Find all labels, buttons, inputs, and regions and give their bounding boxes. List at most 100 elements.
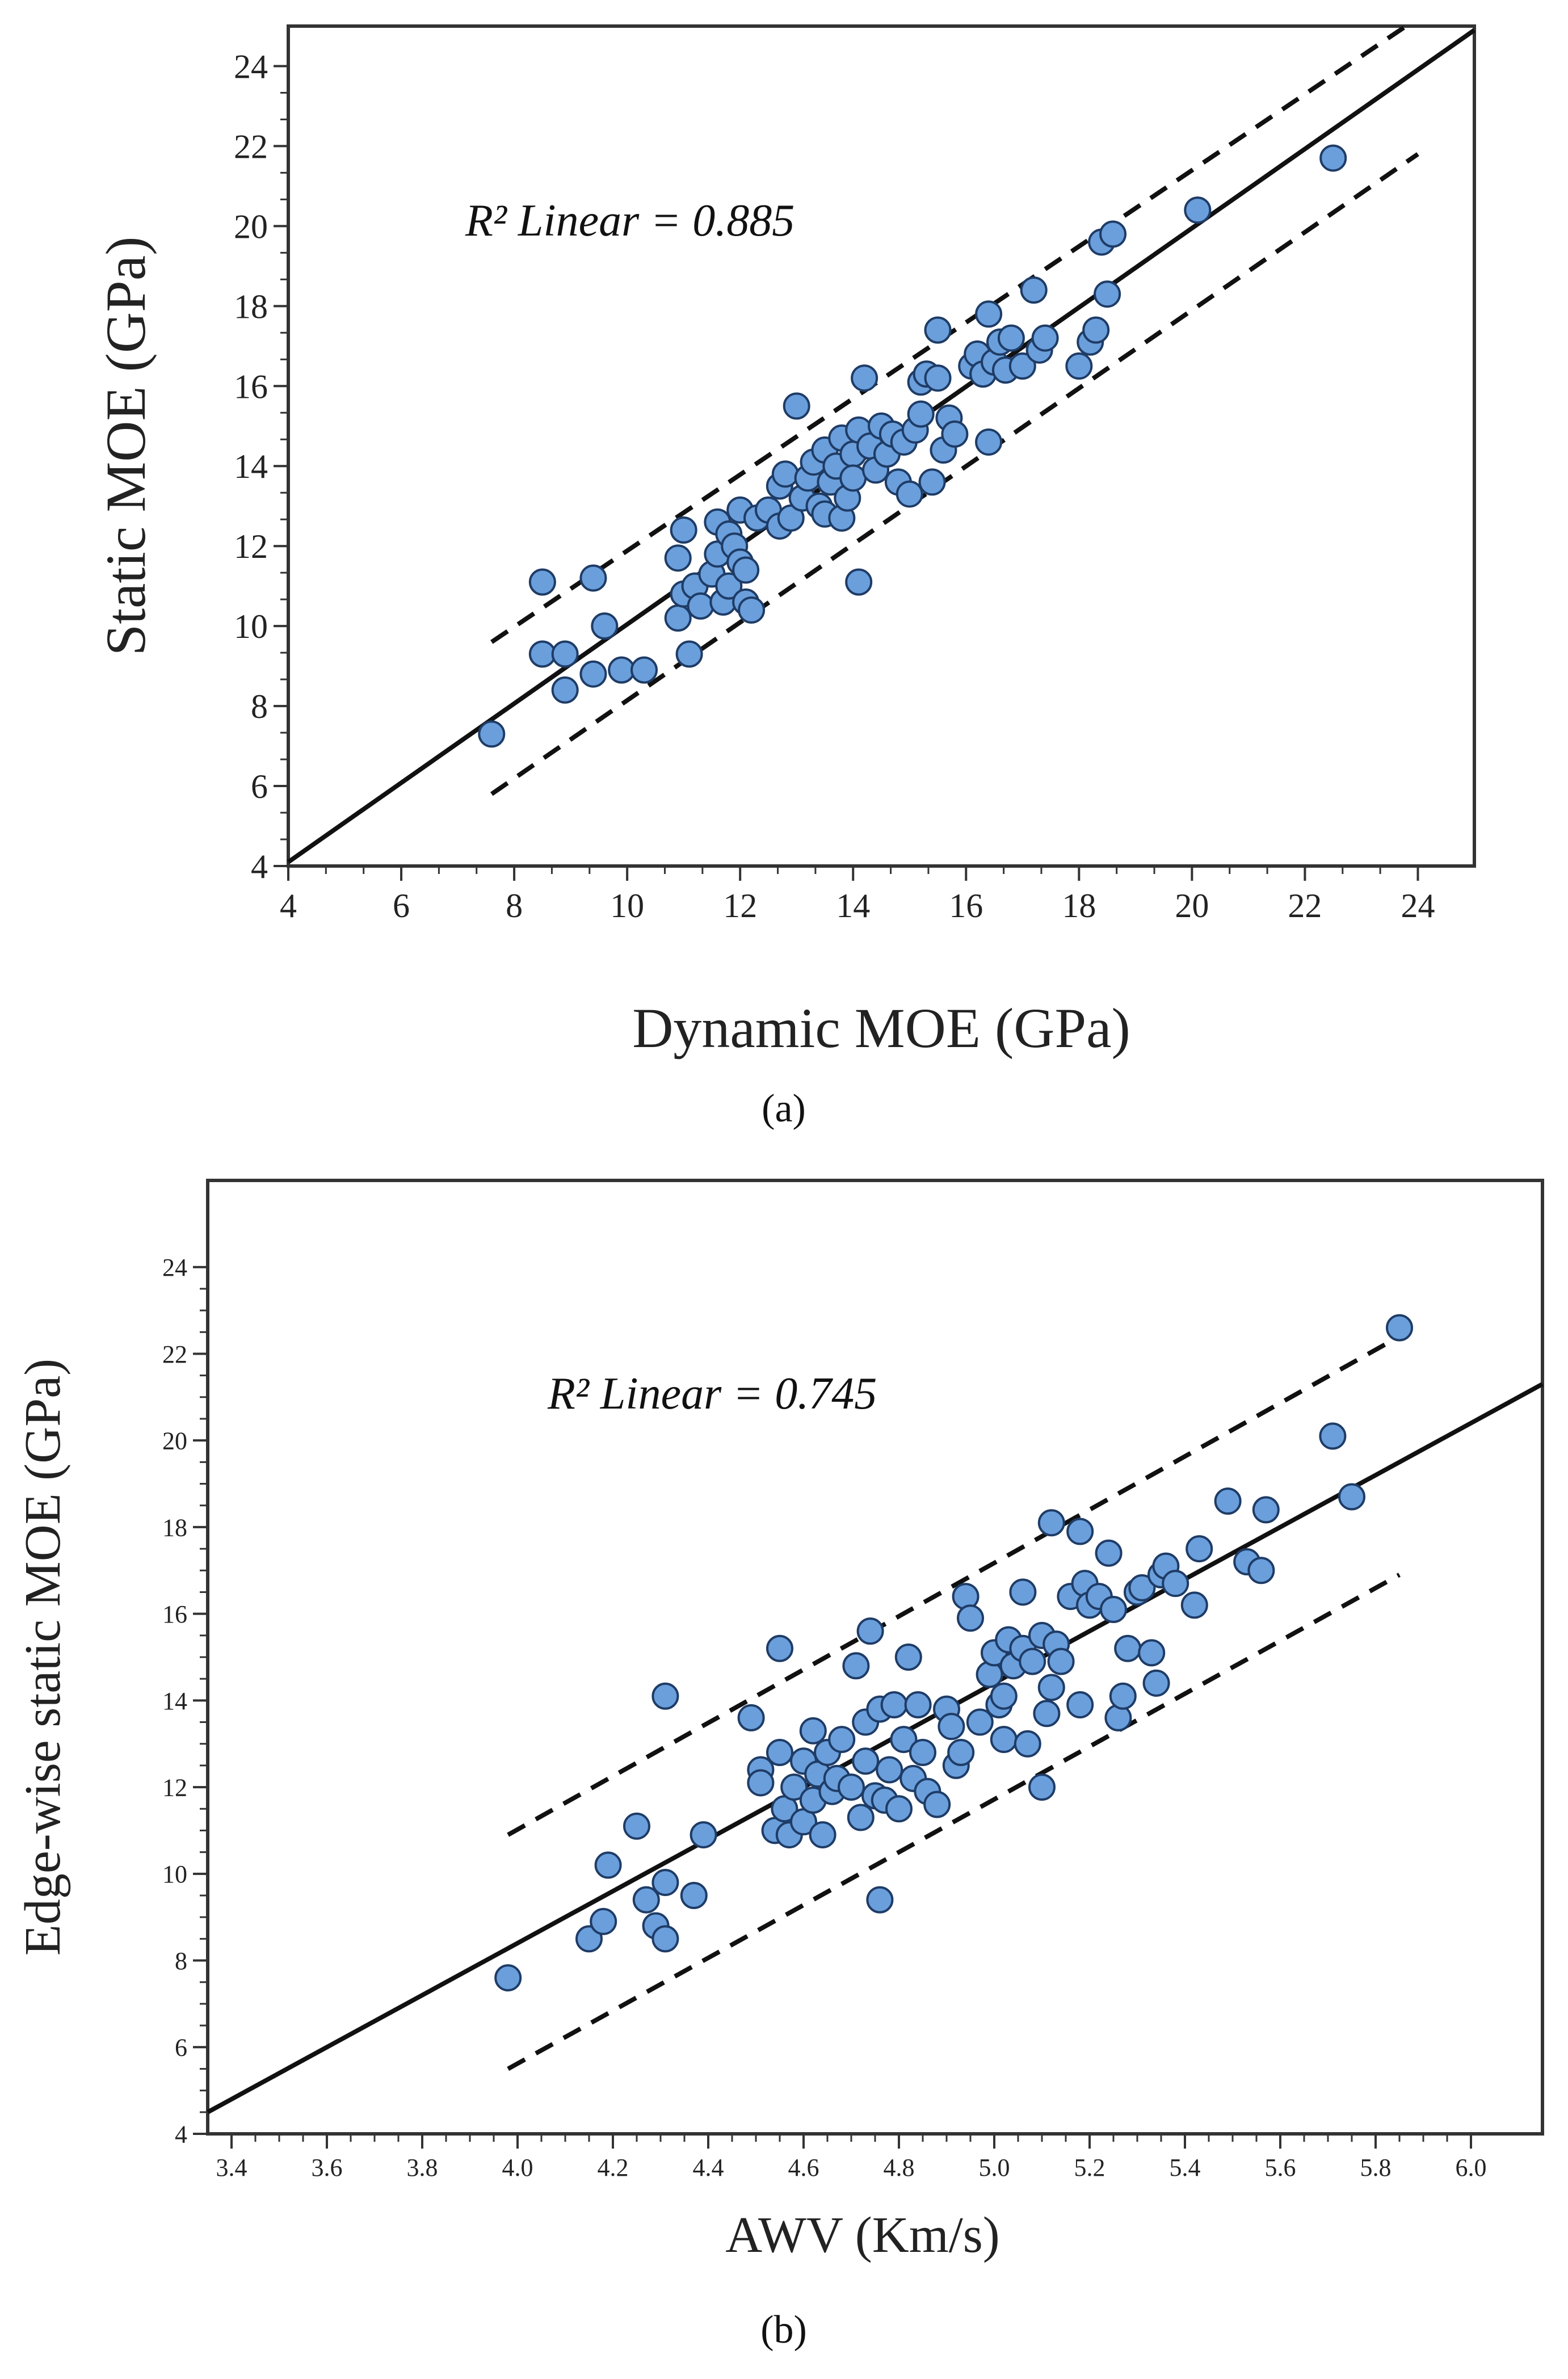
data-point: [1066, 1691, 1094, 1718]
chart-b-annotation: R² Linear = 0.745: [547, 1369, 877, 1419]
x-tick-label: 4.4: [693, 2154, 724, 2182]
data-point: [651, 1869, 679, 1897]
data-point: [1082, 316, 1110, 344]
x-tick-label: 16: [949, 887, 983, 924]
data-point: [1114, 1634, 1142, 1662]
data-point: [856, 1617, 884, 1645]
data-point: [966, 1708, 994, 1736]
y-tick-label: 20: [162, 1427, 187, 1455]
chart-a-x-axis-label: Dynamic MOE (GPa): [632, 997, 1130, 1060]
data-point: [907, 400, 935, 428]
data-point: [528, 568, 556, 596]
y-tick-label: 22: [234, 128, 268, 165]
data-point: [651, 1682, 679, 1710]
data-point: [990, 1682, 1018, 1710]
data-point: [664, 544, 692, 572]
y-tick-label: 6: [175, 2034, 187, 2062]
x-tick-label: 18: [1062, 887, 1096, 924]
data-point: [851, 364, 878, 392]
data-point: [1095, 1539, 1123, 1567]
data-point: [680, 1882, 708, 1909]
data-point: [997, 324, 1025, 352]
x-tick-label: 8: [506, 887, 523, 924]
data-point: [1028, 1773, 1056, 1801]
x-tick-label: 3.8: [407, 2154, 438, 2182]
regression-line: [207, 1382, 1544, 2115]
data-point: [1009, 1578, 1037, 1606]
data-point: [1319, 144, 1347, 172]
chart-a-points: [478, 144, 1347, 748]
data-point: [923, 1790, 951, 1818]
data-point: [1247, 1557, 1275, 1584]
y-tick-label: 16: [162, 1600, 187, 1628]
data-point: [845, 568, 873, 596]
data-point: [747, 1769, 775, 1797]
data-point: [1099, 220, 1127, 248]
data-point: [924, 316, 952, 344]
y-tick-label: 12: [234, 528, 268, 565]
data-point: [1008, 352, 1036, 380]
data-point: [670, 516, 697, 544]
data-point: [838, 1773, 865, 1801]
data-point: [528, 640, 556, 668]
chart-b-plot-frame: [206, 1179, 1544, 2136]
chart-b-x-axis-label: AWV (Km/s): [725, 2207, 1000, 2263]
data-point: [866, 1886, 894, 1914]
data-point: [608, 656, 636, 684]
data-point: [909, 1739, 936, 1766]
x-tick-label: 6: [393, 887, 410, 924]
data-point: [842, 1652, 870, 1680]
x-tick-label: 6.0: [1456, 2154, 1487, 2182]
x-tick-label: 4.2: [598, 2154, 629, 2182]
data-point: [1031, 324, 1059, 352]
data-point: [1138, 1639, 1166, 1667]
data-point: [478, 720, 506, 748]
data-point: [1184, 196, 1212, 224]
chart-a-axis-ticks: 4 6 8 10 12 14 16 18 20 22 24 4 6 8 10 12 14 16 18 20 22 24: [234, 48, 1435, 924]
data-point: [957, 1604, 984, 1632]
data-point: [738, 596, 766, 624]
x-tick-label: 3.6: [312, 2154, 343, 2182]
y-tick-label: 20: [234, 208, 268, 245]
x-tick-label: 5.6: [1265, 2154, 1296, 2182]
data-point: [1019, 1647, 1046, 1675]
data-point: [1109, 1682, 1137, 1710]
data-point: [1386, 1314, 1413, 1342]
y-tick-label: 10: [162, 1860, 187, 1888]
data-point: [780, 1773, 808, 1801]
data-point: [1252, 1496, 1280, 1524]
data-point: [690, 1821, 717, 1849]
data-point: [938, 1713, 965, 1741]
data-point: [852, 1747, 880, 1775]
x-tick-label: 12: [723, 887, 757, 924]
y-tick-label: 14: [162, 1687, 187, 1715]
data-point: [1338, 1483, 1365, 1511]
x-tick-label: 4.8: [884, 2154, 915, 2182]
x-tick-label: 20: [1175, 887, 1209, 924]
data-point: [575, 1925, 603, 1953]
data-point: [941, 420, 969, 448]
data-point: [975, 428, 1003, 456]
x-tick-label: 10: [610, 887, 644, 924]
y-tick-label: 4: [251, 848, 268, 885]
data-point: [1100, 1596, 1127, 1623]
data-point: [1214, 1487, 1242, 1515]
y-tick-label: 24: [234, 48, 268, 85]
y-tick-label: 22: [162, 1340, 187, 1368]
data-point: [771, 460, 799, 488]
chart-a-plot-frame: [287, 24, 1476, 868]
data-point: [766, 1739, 793, 1766]
data-point: [1066, 1518, 1094, 1545]
data-point: [737, 1704, 765, 1731]
data-point: [839, 464, 867, 492]
lower-prediction-band: [490, 152, 1419, 796]
chart-b-lines: [207, 1334, 1544, 2115]
data-point: [766, 1634, 793, 1662]
data-point: [896, 480, 923, 508]
data-point: [579, 564, 607, 592]
data-point: [847, 1804, 875, 1831]
chart-b-axis-ticks: 3.4 3.6 3.8 4.0 4.2 4.4 4.6 4.8 5.0 5.2 5.4 5.6 5.8 6…: [162, 1254, 1487, 2182]
x-tick-label: 5.8: [1360, 2154, 1392, 2182]
chart-b-y-axis-label: Edge-wise static MOE (GPa): [15, 1359, 71, 1956]
x-tick-label: 22: [1288, 887, 1322, 924]
